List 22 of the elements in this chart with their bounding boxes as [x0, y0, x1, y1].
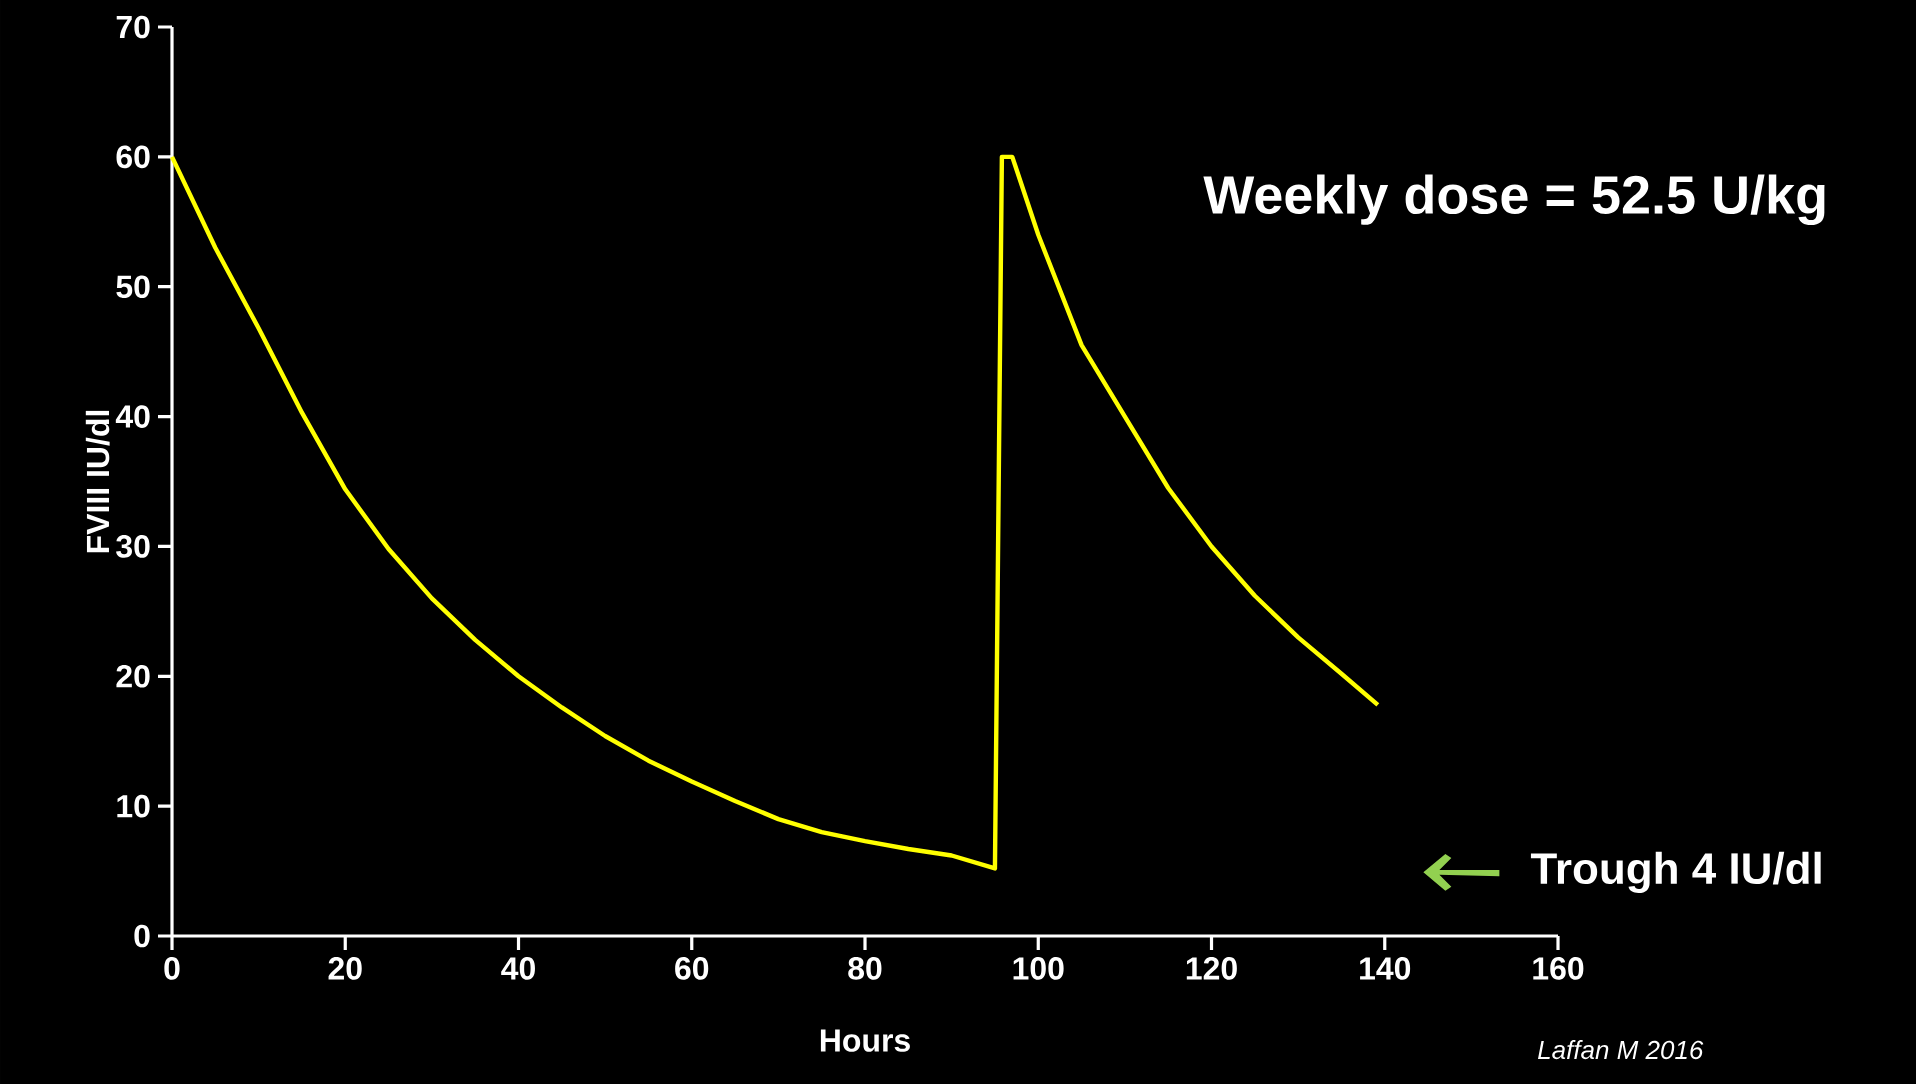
- text: Laffan M 2016: [1537, 1040, 1704, 1060]
- y-axis-title: FVIII IU/dl: [85, 410, 110, 553]
- x-tick-label: 160: [1533, 957, 1584, 980]
- y-tick-label: 10: [117, 794, 150, 818]
- annotation: Weekly dose = 52.5 U/kg: [1203, 174, 1825, 226]
- y-tick-label: 70: [116, 15, 150, 39]
- x-tick-label: 120: [1186, 957, 1237, 980]
- y-tick-label: 40: [115, 405, 150, 428]
- y-tick-label: 50: [116, 275, 150, 299]
- y-tick-label: 30: [116, 535, 150, 558]
- x-tick-label: 60: [675, 957, 709, 980]
- y-tick-label: 20: [116, 664, 150, 688]
- x-tick-label: 140: [1360, 957, 1411, 980]
- x-tick-label: 0: [164, 957, 180, 980]
- x-axis-title: Hours: [820, 1029, 910, 1052]
- x-tick-label: 40: [501, 957, 535, 980]
- x-tick-label: 100: [1013, 957, 1064, 980]
- annotation: Trough 4 IU/dl: [1530, 851, 1821, 893]
- x-tick-label: 80: [848, 957, 882, 980]
- y-tick-label: 0: [134, 924, 150, 948]
- y-tick-label: 60: [116, 145, 150, 169]
- x-tick-label: 20: [328, 957, 362, 980]
